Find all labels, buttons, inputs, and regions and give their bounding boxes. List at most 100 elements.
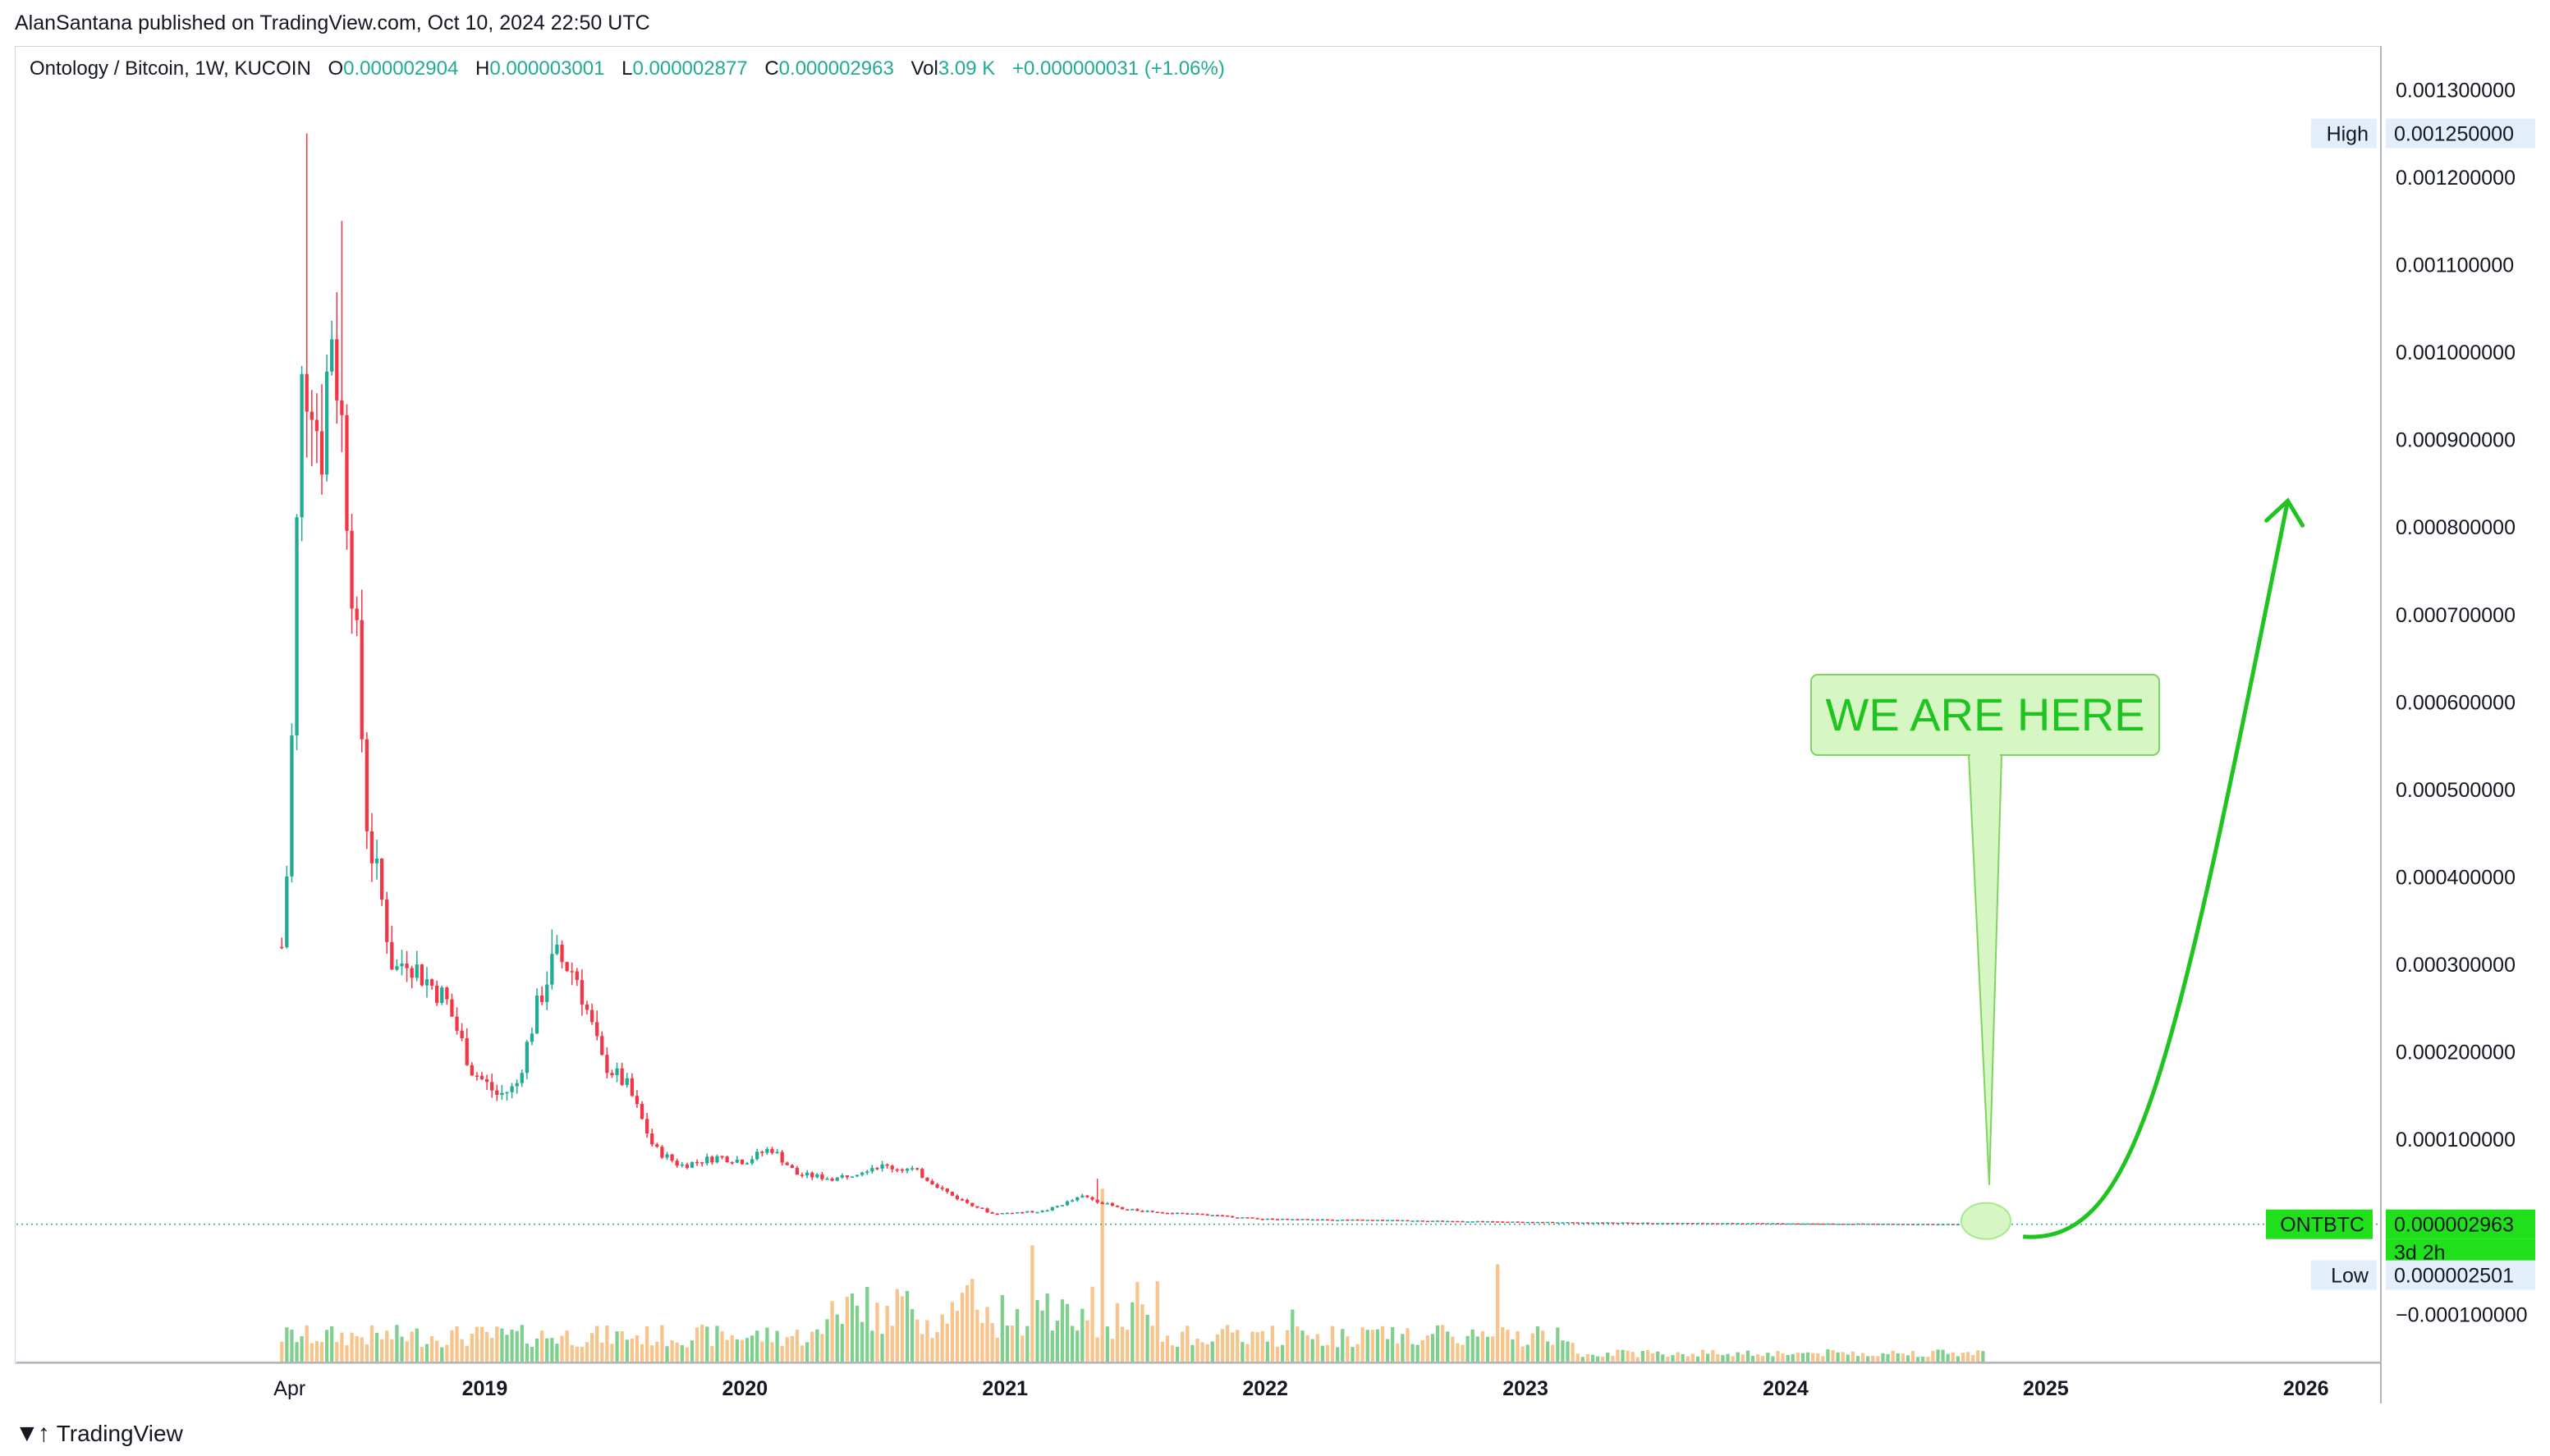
volume-bar xyxy=(700,1325,704,1362)
candle-body xyxy=(990,1212,994,1214)
candle-body xyxy=(324,371,329,475)
candle-body xyxy=(850,1176,855,1178)
candle-body xyxy=(1410,1220,1415,1222)
volume-bar xyxy=(1921,1356,1925,1362)
candle-body xyxy=(835,1177,839,1181)
volume-bar xyxy=(1726,1353,1730,1362)
candle-body xyxy=(1561,1222,1565,1224)
candle-body xyxy=(1330,1220,1335,1221)
candle-body xyxy=(655,1144,659,1147)
volume-bar xyxy=(925,1320,929,1362)
candle-body xyxy=(1071,1200,1075,1202)
candle-body xyxy=(1771,1223,1775,1225)
candle-body xyxy=(1186,1213,1190,1215)
candle-body xyxy=(1661,1223,1665,1225)
volume-bar xyxy=(1055,1321,1060,1362)
volume-bar xyxy=(470,1334,474,1362)
volume-bar xyxy=(280,1341,284,1362)
candle-body xyxy=(390,941,394,970)
legend-close-value: 0.000002963 xyxy=(778,57,894,80)
candle-body xyxy=(775,1152,779,1154)
volume-bar xyxy=(1821,1356,1825,1362)
volume-bar xyxy=(1866,1356,1870,1362)
candle-body xyxy=(395,966,399,970)
volume-bar xyxy=(1291,1309,1295,1362)
candle-body xyxy=(1871,1223,1875,1225)
volume-bar xyxy=(1721,1355,1725,1362)
volume-bar xyxy=(950,1302,955,1362)
volume-bar xyxy=(1100,1188,1104,1362)
candle-body xyxy=(1020,1212,1025,1214)
candle-body xyxy=(970,1202,975,1206)
candle-body xyxy=(1310,1219,1314,1221)
candle-body xyxy=(930,1180,934,1185)
volume-bar xyxy=(1475,1336,1479,1362)
candle-body xyxy=(1225,1216,1230,1217)
footer-brand[interactable]: ▼↑ TradingView xyxy=(15,1420,183,1448)
volume-bar xyxy=(1205,1344,1209,1362)
volume-bar xyxy=(340,1332,344,1362)
candle-body xyxy=(1351,1219,1355,1221)
volume-bars xyxy=(280,1188,1985,1362)
volume-bar xyxy=(1891,1350,1895,1362)
price-tick-label: 0.000800000 xyxy=(2396,516,2516,539)
volume-bar xyxy=(1755,1354,1760,1362)
volume-bar xyxy=(1520,1346,1525,1362)
candle-body xyxy=(1126,1209,1130,1211)
candle-body xyxy=(925,1177,929,1181)
volume-bar xyxy=(790,1335,795,1362)
candle-body xyxy=(1420,1220,1424,1222)
volume-bar xyxy=(1110,1339,1115,1362)
volume-bar xyxy=(1406,1328,1410,1362)
volume-bar xyxy=(1800,1353,1805,1362)
volume-bar xyxy=(1420,1339,1424,1362)
candle-body xyxy=(945,1188,949,1193)
volume-bar xyxy=(1446,1331,1450,1362)
candle-body xyxy=(810,1172,814,1178)
volume-bar xyxy=(1681,1353,1685,1362)
volume-bar xyxy=(1595,1356,1600,1362)
candle-body xyxy=(1375,1220,1380,1221)
candle-body xyxy=(1000,1212,1004,1215)
legend-symbol: Ontology / Bitcoin, 1W, KUCOIN xyxy=(30,57,311,80)
candle-body xyxy=(1370,1220,1374,1221)
candle-body xyxy=(1085,1195,1089,1197)
volume-bar xyxy=(429,1336,434,1362)
volume-bar xyxy=(465,1345,469,1362)
time-tick-label: Apr xyxy=(273,1377,305,1400)
candle-body xyxy=(1851,1223,1855,1225)
volume-bar xyxy=(345,1345,349,1362)
volume-bar xyxy=(1360,1327,1364,1362)
candle-body xyxy=(815,1174,819,1178)
candle-body xyxy=(400,963,404,967)
volume-bar xyxy=(435,1340,439,1362)
candle-body xyxy=(1611,1222,1615,1224)
volume-bar xyxy=(810,1331,814,1362)
volume-bar xyxy=(1931,1350,1935,1362)
volume-bar xyxy=(1010,1326,1015,1362)
volume-bar xyxy=(550,1338,554,1362)
candle-body xyxy=(1195,1213,1199,1216)
low-value-tag: 0.000002501 xyxy=(2394,1265,2514,1288)
price-tick-label: −0.000100000 xyxy=(2396,1303,2528,1326)
volume-bar xyxy=(1616,1349,1620,1362)
candle-body xyxy=(1640,1222,1645,1225)
volume-bar xyxy=(1255,1332,1259,1362)
candle-body xyxy=(1465,1221,1470,1223)
volume-bar xyxy=(1280,1344,1285,1362)
candle-body xyxy=(1700,1223,1705,1225)
candle-body xyxy=(1731,1223,1735,1225)
time-tick-label: 2022 xyxy=(1242,1377,1288,1400)
candle-body xyxy=(1485,1220,1490,1223)
current-value-tag-bg xyxy=(2386,1209,2535,1239)
candle-body xyxy=(625,1078,629,1085)
volume-bar xyxy=(1976,1350,1980,1362)
volume-bar xyxy=(285,1327,289,1362)
candle-body xyxy=(1060,1205,1065,1206)
candle-body xyxy=(345,414,349,531)
volume-bar xyxy=(755,1330,759,1362)
volume-bar xyxy=(1851,1351,1855,1362)
price-tick-label: 0.000100000 xyxy=(2396,1129,2516,1152)
candle-body xyxy=(280,946,284,949)
